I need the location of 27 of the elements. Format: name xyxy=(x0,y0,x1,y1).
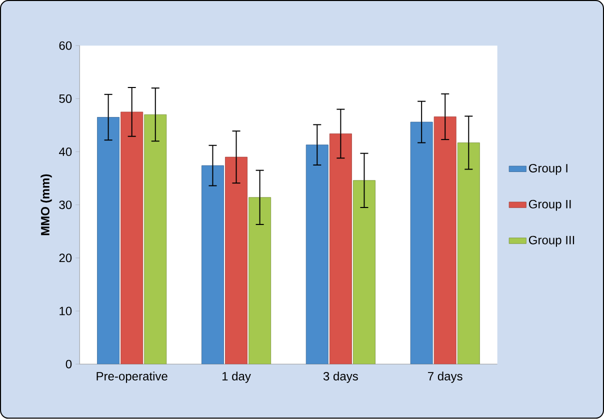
y-tick-label: 10 xyxy=(60,306,72,316)
bar xyxy=(329,134,352,364)
bar xyxy=(97,117,120,364)
bar xyxy=(144,114,167,364)
bar xyxy=(410,122,433,364)
bar xyxy=(434,116,456,364)
y-tick-label: 50 xyxy=(59,94,72,104)
y-axis-title: MMO (mm) xyxy=(40,174,52,236)
legend-label: Group I xyxy=(528,164,568,175)
bar xyxy=(225,157,248,364)
y-tick-label: 0 xyxy=(66,360,72,368)
y-tick-label: 60 xyxy=(59,41,72,50)
x-tick-label: 7 days xyxy=(428,372,462,384)
x-tick-label: 3 days xyxy=(323,372,358,384)
y-tick-label: 40 xyxy=(59,148,72,156)
legend-label: Group II xyxy=(528,200,571,211)
x-tick-label: 1 day xyxy=(222,372,251,384)
bar xyxy=(353,180,376,364)
legend-label: Group III xyxy=(528,236,574,247)
x-tick-label: Pre-operative xyxy=(96,372,168,384)
bar xyxy=(306,144,328,364)
bar xyxy=(457,142,480,364)
bar xyxy=(248,197,272,364)
bar xyxy=(120,112,144,364)
bar xyxy=(202,166,224,364)
y-tick-label: 30 xyxy=(59,200,72,210)
y-tick-label: 20 xyxy=(59,254,72,262)
